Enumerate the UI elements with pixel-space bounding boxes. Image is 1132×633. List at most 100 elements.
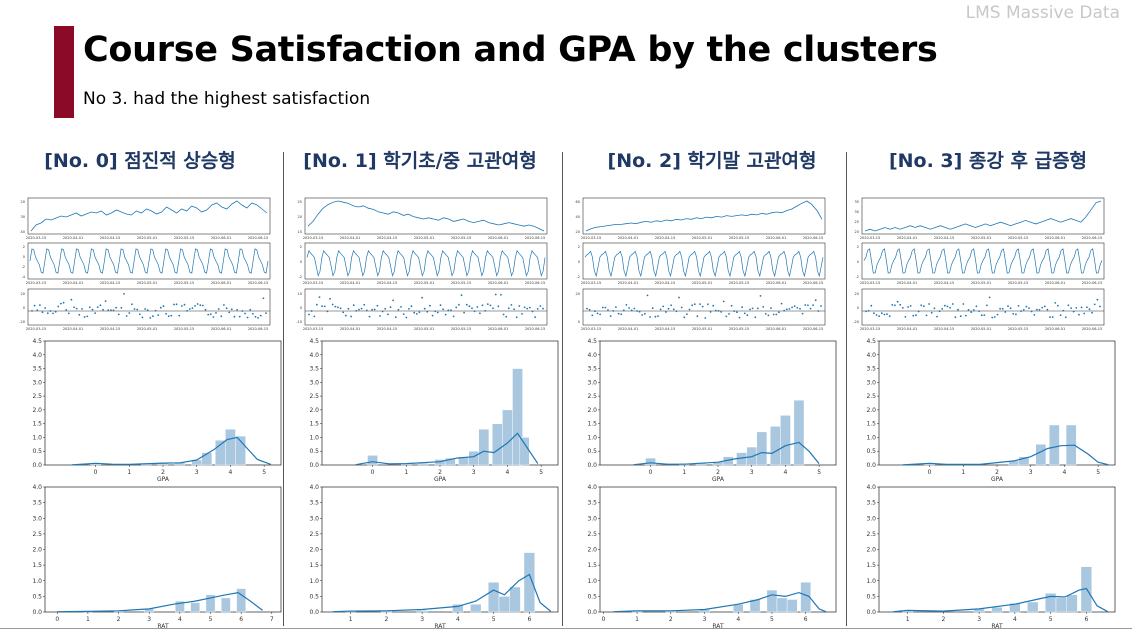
resid-point-0-0 — [31, 310, 33, 312]
resid-point-0-32 — [115, 306, 117, 309]
resid-point-0-68 — [209, 313, 212, 316]
resid-point-0-21 — [86, 315, 89, 318]
resid-point-0-31 — [112, 309, 115, 312]
gpa-bar-2-9 — [780, 415, 791, 466]
gpa-xlabel-0: GPA — [157, 476, 170, 483]
resid-point-1-83 — [526, 307, 529, 310]
gpa-bar-2-8 — [770, 426, 781, 466]
trend-date-tick-2-4: 2020-05-15 — [729, 236, 749, 240]
resid-point-2-45 — [704, 317, 707, 319]
trend-ytick-0-2: 40 — [21, 230, 25, 234]
resid-point-2-75 — [783, 309, 786, 312]
resid-point-1-54 — [450, 309, 452, 312]
resid-point-3-60 — [1022, 309, 1025, 311]
gpa-bar-2-7 — [756, 431, 768, 466]
resid-point-0-25 — [96, 306, 99, 308]
seasonal-date-tick-0-2: 2020-04-15 — [100, 281, 120, 285]
trend-ytick-1-2: 15 — [298, 230, 302, 234]
rat-bar-2-7 — [786, 599, 798, 613]
trend-ytick-1-0: 25 — [298, 200, 302, 204]
resid-point-3-2 — [870, 304, 873, 307]
resid-point-1-77 — [510, 304, 513, 306]
trend-axes-3 — [861, 197, 1105, 235]
resid-point-3-66 — [1038, 309, 1041, 311]
resid-point-1-46 — [429, 304, 431, 307]
resid-point-3-59 — [1020, 310, 1022, 312]
resid-point-1-76 — [507, 307, 510, 310]
resid-point-3-20 — [917, 310, 920, 313]
resid-point-1-0 — [308, 313, 310, 316]
resid-point-0-83 — [249, 308, 252, 311]
seasonal-date-tick-3-3: 2020-05-01 — [971, 281, 991, 285]
resid-date-tick-1-3: 2020-05-01 — [414, 327, 434, 331]
resid-point-2-13 — [620, 313, 623, 316]
resid-point-0-43 — [144, 308, 147, 310]
resid-point-2-39 — [688, 308, 691, 311]
resid-point-3-26 — [933, 307, 936, 310]
rat-xtick-0-3: 3 — [147, 616, 151, 623]
resid-point-0-77 — [233, 315, 236, 318]
resid-point-3-30 — [944, 304, 946, 307]
trend-date-tick-3-6: 2020-06-15 — [1082, 236, 1102, 240]
rat-xtick-1-0: 1 — [349, 616, 353, 623]
trend-date-tick-1-5: 2020-06-01 — [488, 236, 508, 240]
resid-point-0-16 — [73, 306, 75, 309]
resid-point-0-46 — [152, 315, 154, 318]
resid-ytick-1-1: 0 — [300, 306, 302, 310]
seasonal-ytick-0-1: 0 — [23, 255, 25, 259]
gpa-xlabel-3: GPA — [991, 476, 1004, 483]
resid-point-3-46 — [986, 304, 988, 307]
resid-point-2-56 — [733, 310, 736, 312]
rat-xlabel-3: RAT — [991, 623, 1003, 630]
resid-point-1-87 — [536, 308, 539, 310]
rat-ytick-0-4: 2.0 — [32, 547, 42, 554]
resid-point-2-51 — [720, 311, 722, 313]
rat-axes-1 — [321, 486, 559, 613]
resid-point-0-56 — [178, 314, 181, 317]
resid-ytick-0-2: -20 — [19, 320, 25, 324]
trend-ytick-3-1: 30 — [855, 210, 859, 214]
rat-ytick-0-5: 2.5 — [32, 531, 42, 538]
rat-ytick-3-8: 4.0 — [866, 484, 876, 491]
resid-point-3-45 — [983, 314, 986, 316]
resid-point-1-19 — [358, 308, 360, 311]
resid-point-0-70 — [215, 312, 217, 314]
resid-point-2-16 — [628, 307, 630, 309]
gpa-ytick-0-6: 3.0 — [32, 379, 42, 386]
resid-point-1-73 — [500, 293, 502, 296]
resid-point-1-23 — [368, 315, 371, 318]
gpa-xtick-2-3: 3 — [750, 469, 754, 476]
gpa-bar-1-2 — [417, 463, 429, 466]
rat-xtick-3-5: 6 — [1084, 616, 1088, 623]
resid-point-0-33 — [117, 313, 120, 316]
rat-bar-2-3 — [733, 604, 744, 613]
resid-point-0-71 — [217, 308, 220, 310]
rat-ytick-3-5: 2.5 — [866, 531, 876, 538]
resid-ytick-3-2: -20 — [853, 320, 859, 324]
resid-ytick-2-1: 0 — [578, 320, 580, 324]
resid-date-tick-2-3: 2020-05-01 — [692, 327, 712, 331]
resid-point-2-22 — [643, 312, 646, 315]
resid-point-3-81 — [1078, 313, 1080, 316]
rat-ytick-2-4: 2.0 — [587, 547, 597, 554]
resid-point-3-89 — [1099, 305, 1101, 308]
resid-point-2-83 — [804, 304, 807, 306]
resid-point-1-65 — [479, 312, 481, 315]
gpa-kde-line-3 — [902, 444, 1109, 466]
trend-date-tick-1-0: 2020-03-15 — [303, 236, 323, 240]
seasonal-date-tick-3-0: 2020-03-15 — [860, 281, 880, 285]
rat-ytick-1-0: 0.0 — [309, 609, 319, 616]
resid-point-3-83 — [1083, 312, 1086, 315]
resid-point-3-6 — [880, 312, 883, 315]
resid-point-2-2 — [591, 314, 594, 317]
resid-point-1-41 — [415, 313, 418, 315]
resid-point-1-6 — [323, 305, 326, 308]
rat-ytick-0-0: 0.0 — [32, 609, 42, 616]
resid-date-tick-0-2: 2020-04-15 — [100, 327, 120, 331]
resid-point-2-20 — [638, 310, 641, 313]
resid-date-tick-0-6: 2020-06-15 — [248, 327, 268, 331]
gpa-xtick-0-1: 1 — [127, 469, 131, 476]
resid-point-1-75 — [505, 315, 508, 318]
resid-point-2-73 — [778, 311, 780, 314]
resid-point-1-64 — [476, 306, 479, 308]
